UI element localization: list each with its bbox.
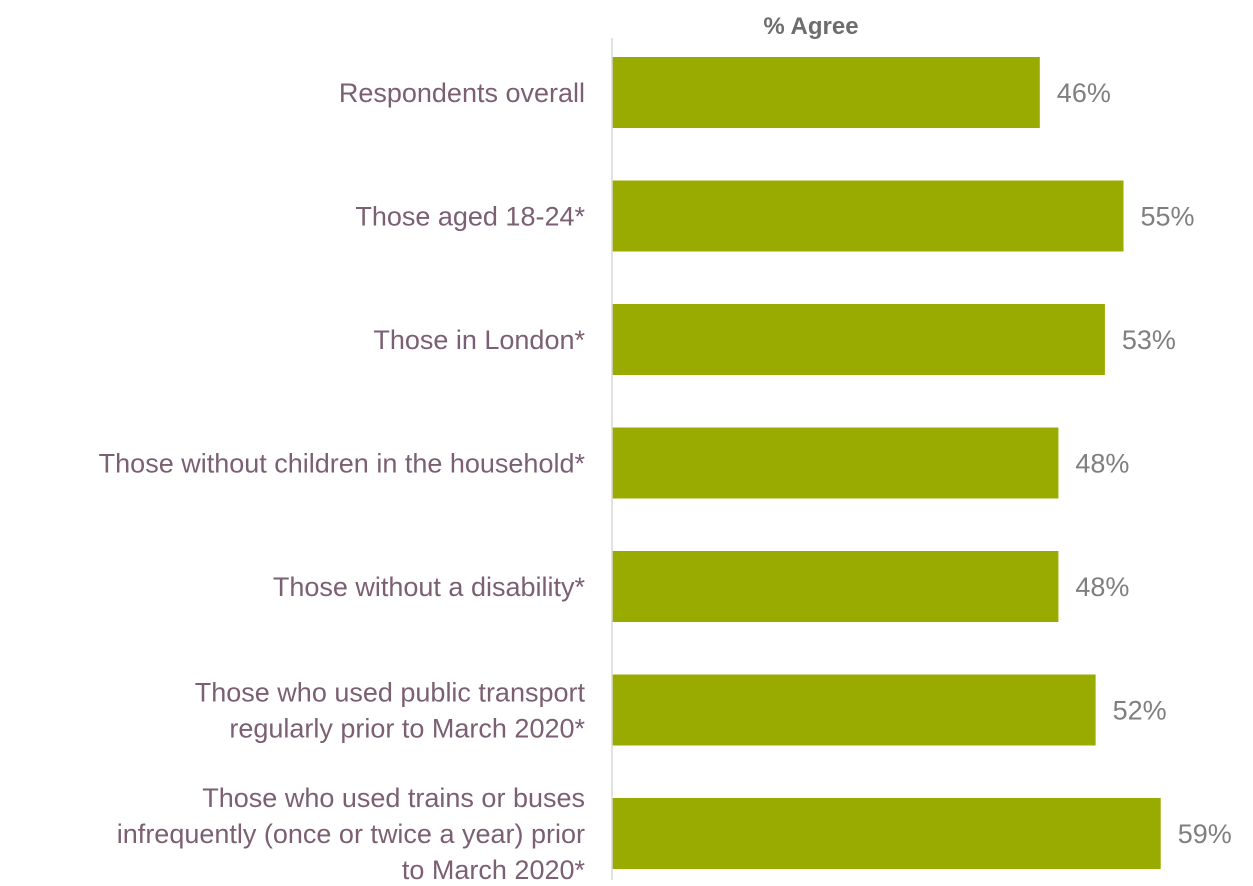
bar	[612, 304, 1105, 375]
bar	[612, 551, 1059, 622]
chart-title: % Agree	[763, 13, 858, 40]
category-label-line: regularly prior to March 2020*	[229, 714, 585, 744]
category-label-line: Those who used trains or buses	[202, 783, 585, 813]
labels-layer: 46% Respondents overall 55% Those aged 18-2…	[99, 78, 1232, 885]
category-label-line: Those without children in the household*	[99, 449, 586, 479]
category-label-line: infrequently (once or twice a year) prio…	[117, 819, 585, 849]
bar-value-label: 55%	[1141, 202, 1195, 232]
category-label-line: Those who used public transport	[195, 678, 586, 708]
category-label: Respondents overall	[339, 78, 585, 108]
category-label-line: Those without a disability*	[273, 572, 586, 602]
category-label: Those without a disability*	[273, 572, 586, 602]
bars-layer	[612, 57, 1161, 869]
bar-value-label: 59%	[1178, 819, 1232, 849]
bar	[612, 180, 1124, 252]
category-label: Those who used public transport regularly…	[195, 678, 586, 744]
bar-value-label: 52%	[1113, 696, 1167, 726]
bar	[612, 57, 1040, 128]
category-label-line: Respondents overall	[339, 78, 585, 108]
bar	[612, 674, 1096, 746]
bar-value-label: 53%	[1122, 325, 1176, 355]
bar-value-label: 48%	[1075, 449, 1129, 479]
category-label-line: Those in London*	[373, 325, 585, 355]
bar-value-label: 48%	[1075, 572, 1129, 602]
category-label: Those aged 18-24*	[355, 202, 585, 232]
category-label: Those who used trains or buses infrequent…	[117, 783, 586, 885]
category-label-line: to March 2020*	[402, 855, 586, 885]
bar	[612, 798, 1161, 869]
bar	[612, 427, 1059, 499]
category-label-line: Those aged 18-24*	[355, 202, 585, 232]
category-label: Those without children in the household*	[99, 449, 586, 479]
bar-value-label: 46%	[1057, 78, 1111, 108]
category-label: Those in London*	[373, 325, 585, 355]
